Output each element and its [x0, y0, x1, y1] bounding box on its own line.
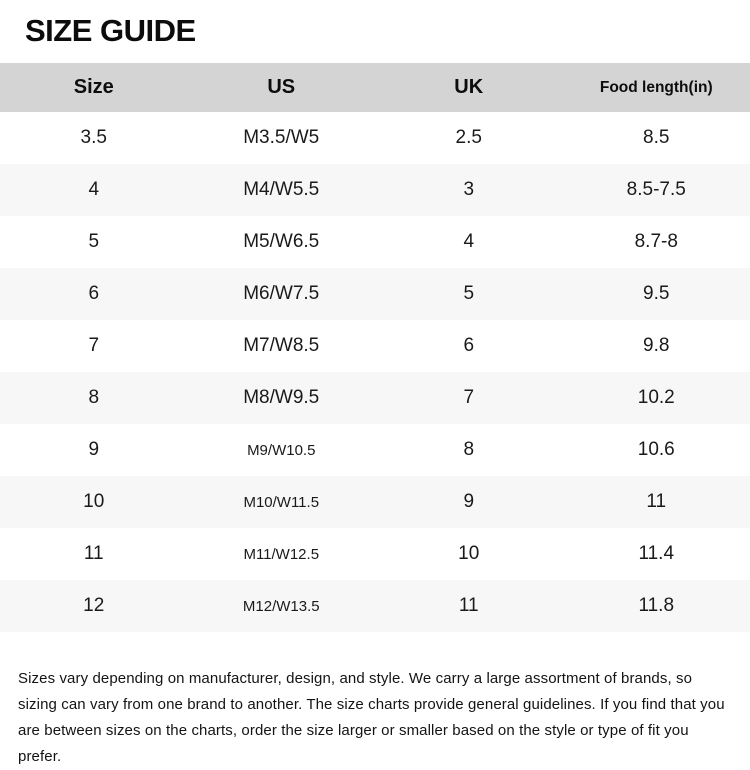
cell-size: 6 [0, 268, 188, 320]
cell-size: 10 [0, 476, 188, 528]
cell-us: M5/W6.5 [188, 216, 376, 268]
cell-us: M4/W5.5 [188, 164, 376, 216]
cell-size: 3.5 [0, 112, 188, 164]
cell-us: M7/W8.5 [188, 320, 376, 372]
cell-uk: 8 [375, 424, 563, 476]
sizing-disclaimer-note: Sizes vary depending on manufacturer, de… [18, 666, 732, 770]
cell-uk: 4 [375, 216, 563, 268]
cell-food-length: 11.8 [563, 580, 750, 632]
cell-food-length: 8.5 [563, 112, 750, 164]
column-header-uk: UK [375, 63, 563, 112]
size-table-header: Size US UK Food length(in) [0, 63, 750, 112]
cell-us: M3.5/W5 [188, 112, 376, 164]
cell-size: 7 [0, 320, 188, 372]
cell-size: 8 [0, 372, 188, 424]
cell-food-length: 11.4 [563, 528, 750, 580]
cell-us: M6/W7.5 [188, 268, 376, 320]
cell-uk: 2.5 [375, 112, 563, 164]
cell-food-length: 9.5 [563, 268, 750, 320]
cell-us: M9/W10.5 [188, 424, 376, 476]
cell-us: M11/W12.5 [188, 528, 376, 580]
cell-food-length: 10.2 [563, 372, 750, 424]
cell-size: 5 [0, 216, 188, 268]
cell-size: 11 [0, 528, 188, 580]
cell-uk: 11 [375, 580, 563, 632]
cell-food-length: 10.6 [563, 424, 750, 476]
page-title: SIZE GUIDE [0, 0, 750, 50]
cell-uk: 6 [375, 320, 563, 372]
column-header-size: Size [0, 63, 188, 112]
cell-uk: 3 [375, 164, 563, 216]
cell-size: 12 [0, 580, 188, 632]
cell-size: 9 [0, 424, 188, 476]
cell-food-length: 11 [563, 476, 750, 528]
cell-food-length: 8.7-8 [563, 216, 750, 268]
cell-uk: 5 [375, 268, 563, 320]
cell-us: M8/W9.5 [188, 372, 376, 424]
cell-uk: 7 [375, 372, 563, 424]
cell-uk: 10 [375, 528, 563, 580]
cell-food-length: 9.8 [563, 320, 750, 372]
cell-us: M10/W11.5 [188, 476, 376, 528]
header-row: Size US UK Food length(in) [0, 63, 750, 112]
column-header-us: US [188, 63, 376, 112]
column-header-food-length: Food length(in) [563, 63, 750, 112]
cell-us: M12/W13.5 [188, 580, 376, 632]
cell-food-length: 8.5-7.5 [563, 164, 750, 216]
cell-size: 4 [0, 164, 188, 216]
cell-uk: 9 [375, 476, 563, 528]
